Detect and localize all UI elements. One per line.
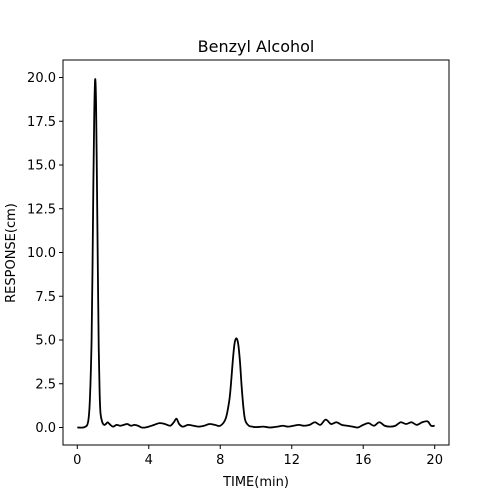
chart-title: Benzyl Alcohol — [198, 37, 315, 56]
y-tick-label: 15.0 — [27, 159, 56, 174]
x-axis: 0 4 8 12 16 20 — [73, 445, 443, 468]
y-tick-label: 10.0 — [27, 246, 56, 261]
x-tick-label: 8 — [216, 453, 224, 468]
plot-area — [77, 78, 435, 429]
y-tick-label: 12.5 — [27, 202, 56, 217]
x-tick-label: 16 — [355, 453, 372, 468]
x-axis-label: TIME(min) — [222, 475, 289, 490]
y-axis: 0.0 2.5 5.0 7.5 10.0 12.5 15.0 17.5 20.0 — [27, 71, 63, 436]
y-tick-label: 20.0 — [27, 71, 56, 86]
y-tick-label: 17.5 — [27, 115, 56, 130]
x-tick-label: 4 — [145, 453, 153, 468]
y-tick-label: 2.5 — [35, 377, 56, 392]
y-tick-label: 7.5 — [35, 290, 56, 305]
y-tick-label: 5.0 — [35, 334, 56, 349]
x-tick-label: 12 — [283, 453, 300, 468]
axes-frame — [62, 59, 450, 446]
x-tick-label: 20 — [426, 453, 443, 468]
y-axis-label: RESPONSE(cm) — [4, 203, 19, 303]
y-tick-label: 0.0 — [35, 421, 56, 436]
series-line-0 — [77, 78, 435, 429]
x-tick-label: 0 — [73, 453, 81, 468]
